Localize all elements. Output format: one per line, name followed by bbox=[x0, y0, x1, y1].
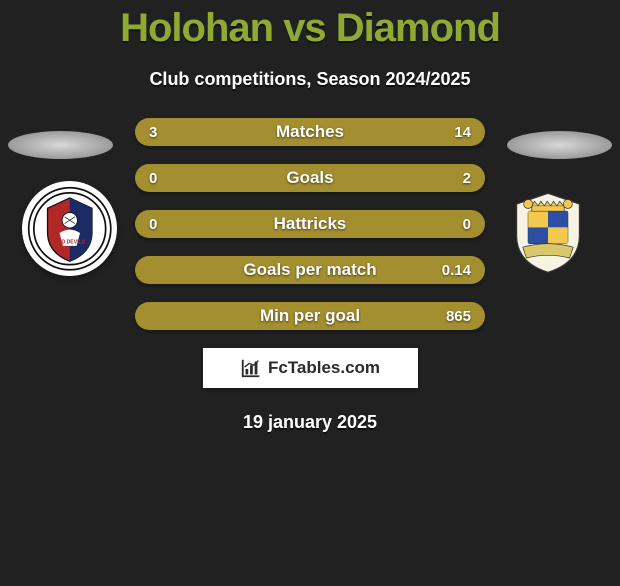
stat-right-value: 0.14 bbox=[431, 262, 471, 279]
stat-label: Min per goal bbox=[189, 306, 431, 326]
stat-left-value: 3 bbox=[149, 124, 189, 141]
branding-text: FcTables.com bbox=[268, 358, 380, 378]
stat-row-matches: 3 Matches 14 bbox=[135, 118, 485, 146]
stats-container: 3 Matches 14 0 Goals 2 0 Hattricks 0 Goa… bbox=[135, 118, 485, 330]
stat-row-min-per-goal: Min per goal 865 bbox=[135, 302, 485, 330]
stat-row-goals-per-match: Goals per match 0.14 bbox=[135, 256, 485, 284]
club-crest-left: RED DEVILS bbox=[22, 181, 117, 276]
stat-label: Hattricks bbox=[189, 214, 431, 234]
stat-right-value: 0 bbox=[431, 216, 471, 233]
stockport-crest-icon bbox=[503, 186, 593, 276]
date-label: 19 january 2025 bbox=[0, 412, 620, 433]
page-title: Holohan vs Diamond bbox=[0, 6, 620, 51]
subtitle: Club competitions, Season 2024/2025 bbox=[0, 69, 620, 90]
stat-label: Matches bbox=[189, 122, 431, 142]
chart-icon bbox=[240, 357, 262, 379]
stat-left-value: 0 bbox=[149, 170, 189, 187]
stat-label: Goals bbox=[189, 168, 431, 188]
stat-right-value: 14 bbox=[431, 124, 471, 141]
stat-right-value: 865 bbox=[431, 308, 471, 325]
stat-row-hattricks: 0 Hattricks 0 bbox=[135, 210, 485, 238]
stat-label: Goals per match bbox=[189, 260, 431, 280]
stat-row-goals: 0 Goals 2 bbox=[135, 164, 485, 192]
player-left-placeholder bbox=[8, 131, 113, 159]
stat-right-value: 2 bbox=[431, 170, 471, 187]
stat-left-value: 0 bbox=[149, 216, 189, 233]
player-right-placeholder bbox=[507, 131, 612, 159]
crawley-crest-icon: RED DEVILS bbox=[27, 186, 113, 272]
branding-box: FcTables.com bbox=[203, 348, 418, 388]
club-crest-right bbox=[498, 181, 598, 281]
svg-text:RED DEVILS: RED DEVILS bbox=[54, 239, 85, 245]
